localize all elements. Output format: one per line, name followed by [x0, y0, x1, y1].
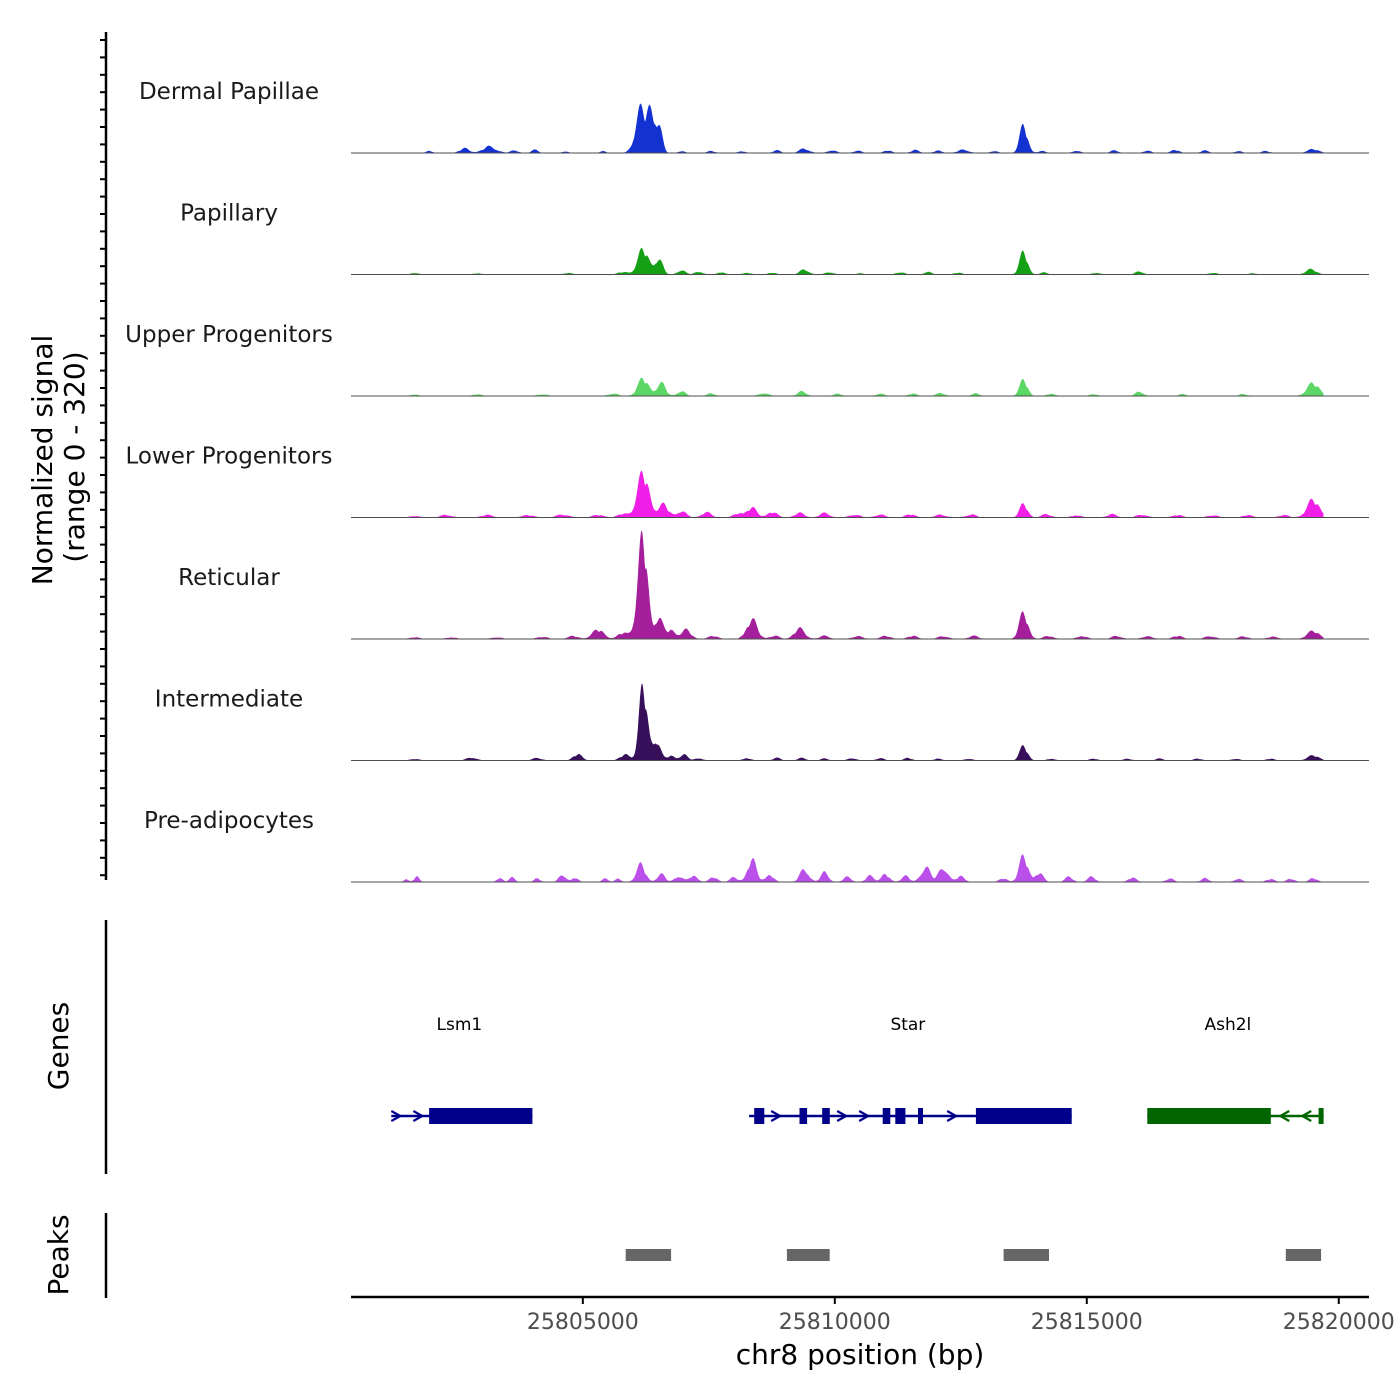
exon-block [799, 1108, 808, 1124]
exon-block [822, 1108, 830, 1124]
exon-block [918, 1108, 923, 1124]
gene-label: Star [890, 1015, 925, 1035]
exon-block [975, 1108, 1072, 1124]
track-label: Reticular [178, 565, 280, 591]
signal-track: Pre-adipocytes [144, 808, 1369, 883]
peaks-panel: Peaks [42, 1213, 1322, 1298]
x-tick-label: 25815000 [1031, 1310, 1143, 1335]
strand-arrow [412, 1110, 425, 1122]
signal-area [398, 103, 1324, 153]
strand-arrow [836, 1110, 849, 1122]
track-label: Dermal Papillae [139, 79, 319, 105]
signal-y-title-line2: (range 0 - 320) [58, 351, 91, 562]
exon-block [1147, 1108, 1271, 1124]
gene-model: Star [749, 1015, 1072, 1124]
strand-arrow [770, 1110, 783, 1122]
strand-arrow [1299, 1110, 1312, 1122]
strand-arrow [1277, 1110, 1290, 1122]
exon-block [895, 1108, 906, 1124]
strand-arrow [946, 1110, 959, 1122]
track-label: Pre-adipocytes [144, 808, 314, 834]
gene-model: Ash2l [1147, 1015, 1324, 1124]
track-label: Upper Progenitors [125, 322, 333, 348]
strand-arrow [390, 1110, 403, 1122]
signal-tracks: Dermal Papillae Papillary Upper Progenitor… [125, 79, 1369, 883]
peak-regions [625, 1249, 1322, 1261]
peak-region [1285, 1249, 1322, 1261]
signal-track: Dermal Papillae [139, 79, 1369, 154]
peak-region [786, 1249, 830, 1261]
gene-label: Lsm1 [436, 1015, 482, 1035]
genes-panel: Genes Lsm1 Star Ash2l [42, 920, 1324, 1174]
peak-region [625, 1249, 672, 1261]
exon-block [754, 1108, 765, 1124]
peaks-panel-title: Peaks [42, 1214, 75, 1295]
signal-y-ticks [100, 39, 106, 877]
genes-panel-title: Genes [42, 1002, 75, 1090]
signal-panel: Normalized signal (range 0 - 320) Dermal… [26, 32, 1369, 883]
exon-block [1318, 1108, 1324, 1124]
gene-models: Lsm1 Star Ash2l [390, 1015, 1324, 1124]
signal-track: Papillary [180, 201, 1369, 275]
exon-block [429, 1108, 533, 1124]
exon-block [882, 1108, 891, 1124]
x-axis-title: chr8 position (bp) [736, 1338, 985, 1371]
signal-track: Intermediate [155, 683, 1369, 761]
x-tick-label: 25810000 [779, 1310, 891, 1335]
gene-label: Ash2l [1204, 1015, 1251, 1035]
track-label: Lower Progenitors [126, 444, 333, 470]
track-label: Papillary [180, 201, 278, 227]
signal-track: Upper Progenitors [125, 322, 1369, 397]
track-label: Intermediate [155, 687, 303, 713]
signal-track: Lower Progenitors [126, 444, 1369, 518]
gene-model: Lsm1 [390, 1015, 533, 1124]
x-axis: 25805000 25810000 25815000 25820000 chr8 po… [351, 1295, 1395, 1371]
x-tick-label: 25820000 [1283, 1310, 1395, 1335]
strand-arrow [858, 1110, 871, 1122]
signal-track: Reticular [178, 530, 1369, 640]
x-tick-label: 25805000 [527, 1310, 639, 1335]
x-axis-ticks: 25805000 25810000 25815000 25820000 [527, 1297, 1395, 1335]
peak-region [1003, 1249, 1049, 1261]
signal-y-title-line1: Normalized signal [26, 335, 59, 586]
